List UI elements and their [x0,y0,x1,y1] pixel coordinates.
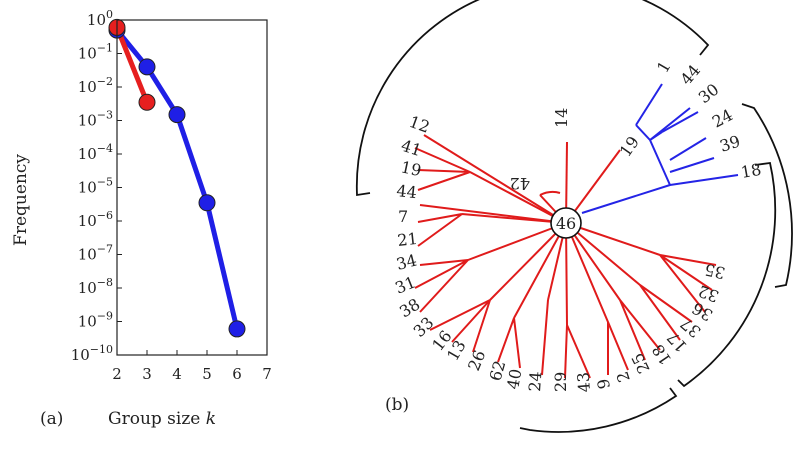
leaf-label-red: 62 [486,358,510,383]
leaf-label-red: 43 [574,371,594,393]
branch [669,157,715,173]
y-tick-marks [117,19,122,356]
y-tick-label: 10−1 [78,42,113,63]
branch [565,222,717,313]
y-tick-label: 10−5 [78,176,113,197]
leaf-label-blue: 18 [739,160,762,182]
y-axis-label: Frequency [11,154,31,246]
branch [497,222,567,369]
branch [564,222,591,379]
leaf-label-red: 40 [503,367,525,390]
leaf-label-blue: 24 [709,105,736,131]
branch [635,83,663,126]
branch [669,137,707,161]
branch [661,111,699,133]
leaf-label-red: 34 [394,251,418,274]
blue-branches [581,83,739,214]
leaf-label-red: 31 [392,272,418,297]
panel-a-chart: 100 10−1 10−2 10−3 10−4 10−5 10−6 10−7 10−8 10−9 1… [11,8,272,429]
bracket-right-blue [741,103,793,288]
data-point [138,58,156,76]
series-line [114,26,150,104]
x-tick-label: 3 [142,365,152,383]
leaf-label-red: 24 [525,371,545,393]
leaf-label-blue: 44 [677,61,705,89]
branch [414,222,567,313]
leaf-label-red: 2 [613,369,634,385]
branch [414,147,567,224]
leaf-label-red: 21 [396,229,418,250]
leaf-label-blue: 39 [717,131,742,155]
branch [417,213,567,247]
y-tick-label: 10−6 [78,209,113,230]
x-tick-label: 5 [202,365,212,383]
branch [581,174,739,214]
root-label: 46 [556,214,576,233]
y-tick-label: 10−3 [78,109,113,130]
leaf-label-red: 44 [396,181,418,202]
series-group [108,18,246,338]
leaf-label-blue: 30 [695,80,723,108]
data-point [228,320,246,338]
bracket-bottom [519,387,678,433]
leaf-label-blue: 1 [653,58,675,76]
red-branches [414,134,717,379]
leaf-label-red: 29 [551,372,570,392]
y-tick-label: 10−4 [78,142,113,163]
leaf-label-red: 9 [593,377,613,390]
x-tick-label: 4 [172,365,182,383]
y-tick-label: 10−2 [78,75,113,96]
data-point [198,194,216,212]
leaf-label-red: 42 [510,174,530,193]
branch [423,134,567,224]
leaf-label-red: 26 [464,348,489,374]
branch [429,222,567,353]
x-axis-label-variable: k [206,409,216,429]
caption-a: (a) [40,409,63,429]
leaf-label-red: 7 [398,207,408,226]
root-node [550,207,582,239]
x-tick-label: 6 [232,365,242,383]
x-axis-label: Group size k [108,409,216,429]
x-tick-label: 2 [112,365,122,383]
y-tick-label: 10−8 [78,276,113,297]
leaf-label-red: 19 [616,133,643,161]
caption-b: (b) [385,395,409,415]
x-axis-label-text: Group size [108,409,206,429]
leaf-label-red: 14 [552,108,571,128]
data-point [138,93,156,111]
x-tick-label: 7 [262,365,272,383]
y-tick-label: 10−10 [71,343,113,364]
plot-frame [116,19,268,356]
bracket-outer-left [355,0,710,197]
branch [635,107,691,186]
bracket-right-lower [677,161,777,388]
y-tick-label: 100 [87,8,113,29]
leaf-label-red: 12 [407,112,433,137]
branch [565,222,693,341]
y-tick-label: 10−7 [78,243,113,264]
leaf-label-red: 19 [399,157,423,180]
branch [565,222,629,375]
y-tick-label: 10−9 [78,310,113,331]
y-tick-labels: 100 10−1 10−2 10−3 10−4 10−5 10−6 10−7 10−8 10−9 1… [71,8,113,364]
leaf-label-red: 35 [703,260,727,283]
data-point [168,106,186,124]
